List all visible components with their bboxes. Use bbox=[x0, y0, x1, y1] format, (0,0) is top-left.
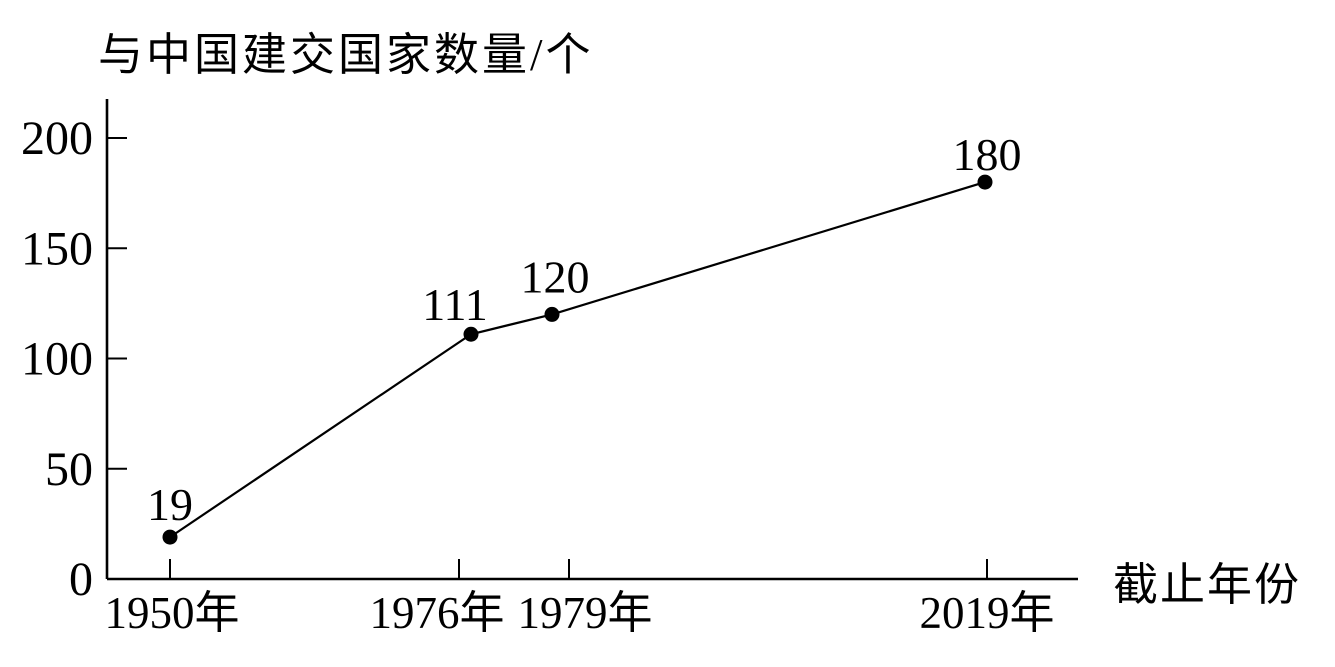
chart-title: 与中国建交国家数量/个 bbox=[98, 30, 594, 80]
y-tick-label: 50 bbox=[45, 443, 93, 496]
x-tick-label: 1979年 bbox=[517, 588, 652, 638]
data-point bbox=[544, 306, 560, 322]
point-label: 111 bbox=[422, 279, 488, 330]
y-tick-label: 150 bbox=[21, 222, 93, 275]
y-tick-label: 200 bbox=[21, 112, 93, 165]
data-line bbox=[169, 181, 986, 539]
data-point bbox=[162, 529, 178, 545]
x-axis-title: 截止年份 bbox=[1113, 560, 1302, 610]
y-tick-label: 100 bbox=[21, 333, 93, 386]
point-label: 180 bbox=[953, 129, 1022, 180]
y-tick-label: 0 bbox=[69, 553, 93, 606]
point-label: 19 bbox=[147, 479, 193, 530]
point-label: 120 bbox=[521, 251, 590, 302]
data-point bbox=[463, 326, 479, 342]
x-tick-label: 1950年 bbox=[104, 588, 239, 638]
x-tick-label: 2019年 bbox=[919, 588, 1054, 638]
x-tick-label: 1976年 bbox=[369, 588, 504, 638]
data-point bbox=[977, 174, 993, 190]
